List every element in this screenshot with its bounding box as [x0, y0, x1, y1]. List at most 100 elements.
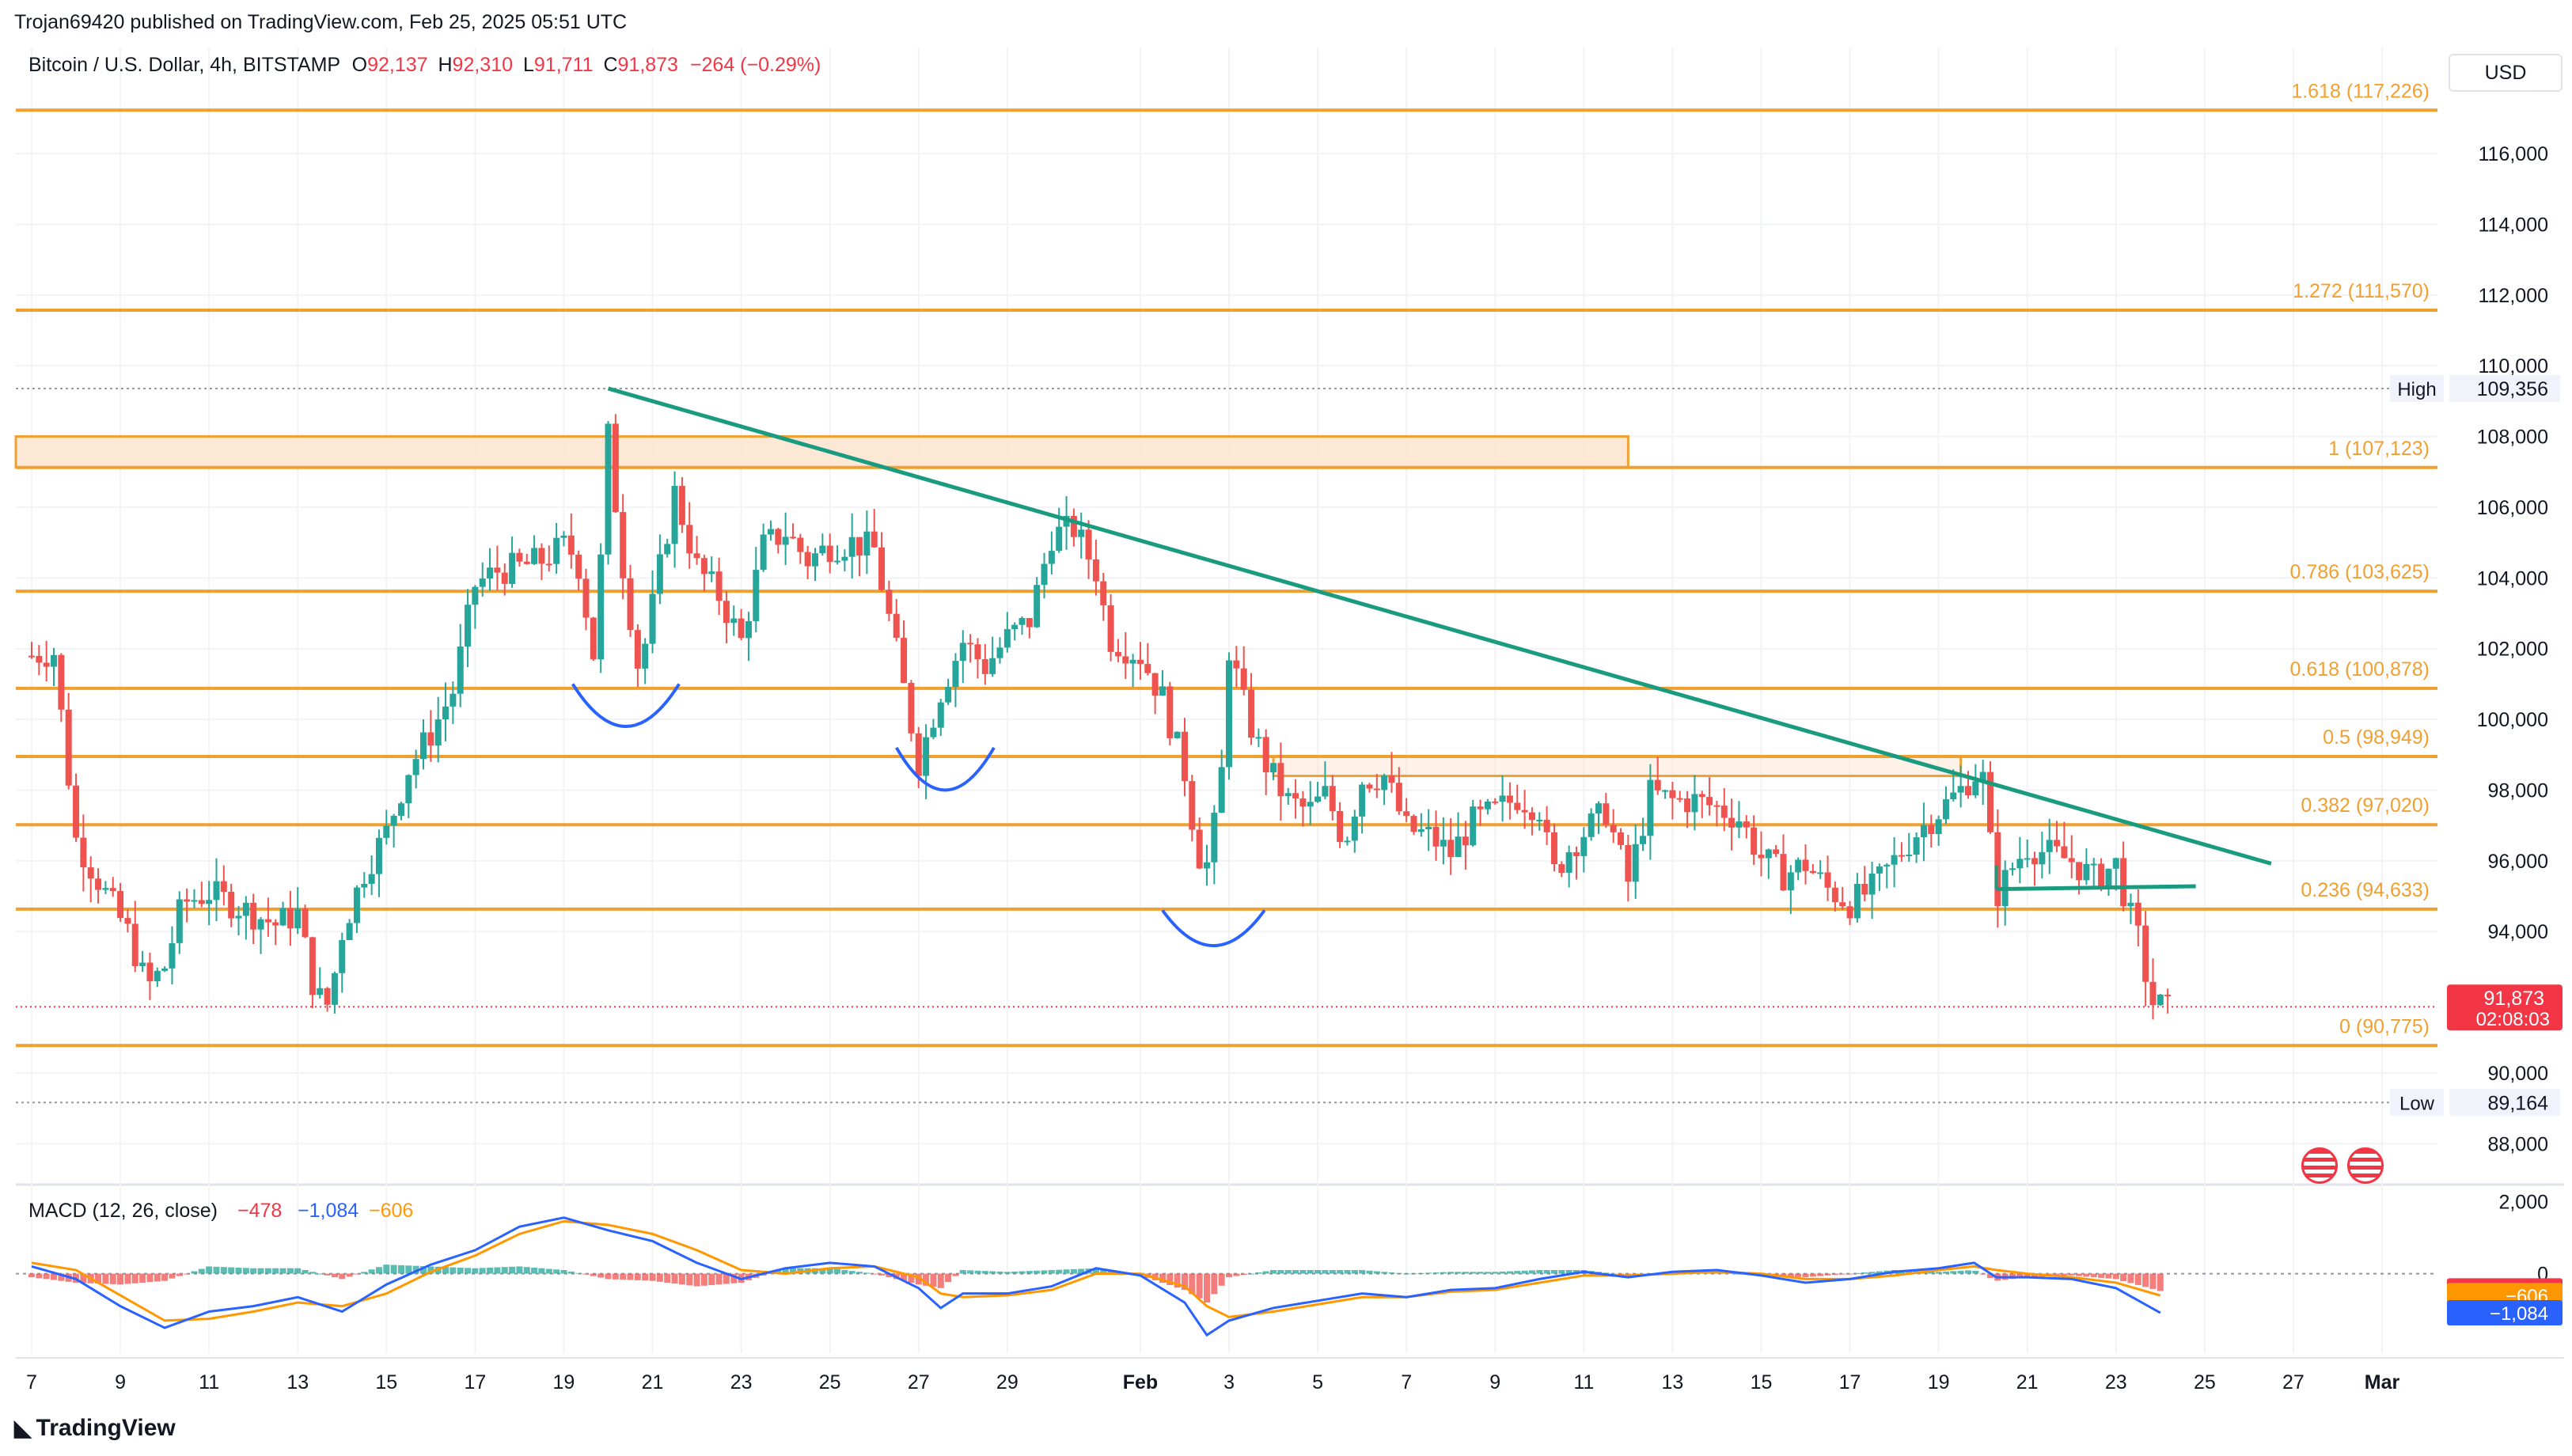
x-tick-label[interactable]: 25 [2194, 1371, 2216, 1393]
macd-histogram-bar [782, 1268, 789, 1274]
y-tick-label[interactable]: 104,000 [2477, 567, 2548, 590]
bottom-arc[interactable] [571, 683, 681, 728]
price-axis[interactable]: 116,000 114,000 112,000 110,000 108,000 106,0… [2390, 143, 2563, 1326]
macd-title[interactable]: MACD (12, 26, close) [28, 1200, 218, 1222]
x-tick-label[interactable]: 7 [26, 1371, 37, 1393]
macd-histogram-bar [1610, 1273, 1617, 1275]
x-tick-label[interactable]: 11 [199, 1371, 219, 1393]
macd-histogram-bar [1189, 1273, 1196, 1295]
y-tick-label[interactable]: 94,000 [2488, 921, 2548, 943]
x-tick-label[interactable]: 29 [996, 1371, 1019, 1393]
candle-body [893, 613, 900, 639]
us-flag-icon[interactable] [2301, 1147, 2338, 1184]
neckline[interactable] [1996, 884, 2196, 892]
currency-label[interactable]: USD [2449, 54, 2563, 92]
currency-text[interactable]: USD [2484, 62, 2527, 84]
x-tick-label[interactable]: 5 [1312, 1371, 1323, 1393]
x-tick-label[interactable]: 21 [642, 1371, 664, 1393]
x-tick-label[interactable]: 21 [2016, 1371, 2039, 1393]
y-tick-label[interactable]: 108,000 [2477, 427, 2548, 449]
x-tick-label[interactable]: Mar [2365, 1371, 2400, 1393]
x-tick-label[interactable]: 15 [1751, 1371, 1773, 1393]
macd-histogram-bar [1795, 1273, 1802, 1277]
x-tick-label[interactable]: 7 [1401, 1371, 1412, 1393]
bottom-arc[interactable] [1161, 909, 1266, 948]
candle-body [1322, 786, 1329, 797]
macd-histogram-bar [723, 1273, 730, 1284]
candle-body [383, 825, 390, 838]
x-tick-label[interactable]: 27 [908, 1371, 930, 1393]
x-tick-label[interactable]: 27 [2282, 1371, 2305, 1393]
x-tick-label[interactable]: 3 [1223, 1371, 1235, 1393]
candle-body [1817, 872, 1824, 874]
chart-drawings[interactable] [571, 386, 2272, 948]
x-tick-label[interactable]: 23 [2105, 1371, 2127, 1393]
candle-body [1565, 852, 1572, 873]
x-tick-label[interactable]: 13 [286, 1371, 309, 1393]
y-tick-label[interactable]: 112,000 [2478, 285, 2548, 307]
tradingview-logo[interactable]: ◣ TradingView [14, 1415, 176, 1442]
x-tick-label[interactable]: 11 [1573, 1371, 1594, 1393]
macd-histogram-bar [915, 1273, 922, 1285]
x-tick-label[interactable]: 15 [375, 1371, 397, 1393]
descending-trendline[interactable] [607, 386, 2272, 866]
macd-histogram-bar [368, 1269, 375, 1274]
x-tick-label[interactable]: 19 [553, 1371, 575, 1393]
macd-histogram-bar [1521, 1270, 1528, 1274]
candle-body [582, 578, 590, 618]
y-tick-label[interactable]: 116,000 [2478, 143, 2548, 165]
x-tick-label[interactable]: 9 [1489, 1371, 1500, 1393]
candle-body [220, 881, 227, 893]
y-tick-label[interactable]: 96,000 [2488, 851, 2548, 873]
macd-histogram-bar [1003, 1272, 1011, 1274]
candle-body [627, 578, 634, 631]
candle-body [257, 919, 264, 930]
candle-body [1846, 906, 1853, 919]
y-tick-label[interactable]: 106,000 [2477, 497, 2548, 519]
x-tick-label[interactable]: 19 [1928, 1371, 1950, 1393]
candle-body [1676, 798, 1683, 800]
candle-body [279, 908, 286, 926]
candle-body [1883, 864, 1891, 866]
bottom-arc[interactable] [895, 746, 996, 792]
macd-histogram-bar [169, 1273, 176, 1279]
candle-body [516, 552, 523, 562]
macd-histogram-bar [1026, 1271, 1033, 1274]
candle-body [745, 620, 752, 639]
macd-histogram-bar [901, 1273, 908, 1281]
y-tick-label[interactable]: 88,000 [2488, 1133, 2548, 1155]
y-tick-label[interactable]: 114,000 [2478, 214, 2548, 236]
candle-body [2046, 840, 2053, 852]
macd-histogram-bar [531, 1267, 538, 1274]
candle-body [545, 563, 552, 566]
macd-y-tick-label[interactable]: 2,000 [2498, 1191, 2548, 1213]
symbol-legend[interactable]: Bitcoin / U.S. Dollar, 4h, BITSTAMP O92,… [28, 54, 821, 77]
time-axis[interactable]: 7 9 11 13 15 17 19 21 23 25 27 29 Feb 3 5 7 9 11 13 15 17 19 2… [26, 1371, 2399, 1393]
candle-body [109, 888, 116, 892]
macd-histogram-bar [1417, 1272, 1424, 1274]
x-tick-label[interactable]: 17 [1839, 1371, 1861, 1393]
candle-body [1780, 854, 1787, 891]
candle-body [1632, 844, 1639, 882]
x-tick-label[interactable]: 23 [730, 1371, 753, 1393]
macd-histogram-bar [582, 1273, 590, 1275]
us-flag-icon-2[interactable] [2347, 1147, 2384, 1184]
x-tick-label[interactable]: 13 [1661, 1371, 1683, 1393]
x-tick-label[interactable]: 9 [115, 1371, 126, 1393]
last-price-tag[interactable] [2447, 984, 2563, 1031]
x-tick-label[interactable]: 17 [464, 1371, 486, 1393]
candle-body [235, 916, 242, 919]
y-tick-label[interactable]: 90,000 [2488, 1063, 2548, 1085]
y-tick-label[interactable]: 110,000 [2478, 355, 2548, 377]
macd-histogram-bar [886, 1273, 893, 1278]
ohlc-high-label: H [438, 54, 453, 76]
y-tick-label[interactable]: 102,000 [2477, 639, 2548, 661]
x-tick-label[interactable]: Feb [1123, 1371, 1158, 1393]
symbol-title[interactable]: Bitcoin / U.S. Dollar, 4h, BITSTAMP [28, 54, 340, 76]
y-tick-label[interactable]: 98,000 [2488, 779, 2548, 802]
candle-body [1572, 852, 1580, 856]
y-tick-label[interactable]: 100,000 [2477, 709, 2548, 731]
x-tick-label[interactable]: 25 [819, 1371, 841, 1393]
macd-histogram-bar [1846, 1273, 1853, 1275]
